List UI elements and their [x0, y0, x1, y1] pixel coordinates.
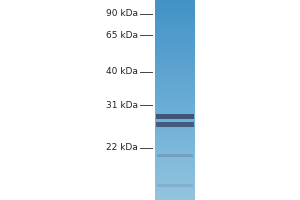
Text: 40 kDa: 40 kDa [106, 68, 138, 76]
Bar [156, 114, 194, 118]
Text: 65 kDa: 65 kDa [106, 30, 138, 40]
Bar [156, 121, 194, 127]
Text: 90 kDa: 90 kDa [106, 9, 138, 19]
Text: 31 kDa: 31 kDa [106, 100, 138, 110]
Bar [157, 184, 193, 186]
Bar [157, 154, 193, 156]
Text: 22 kDa: 22 kDa [106, 144, 138, 152]
